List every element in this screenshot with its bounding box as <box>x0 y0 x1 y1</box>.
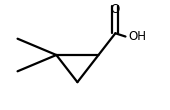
Text: OH: OH <box>129 30 147 43</box>
Text: O: O <box>110 3 119 16</box>
